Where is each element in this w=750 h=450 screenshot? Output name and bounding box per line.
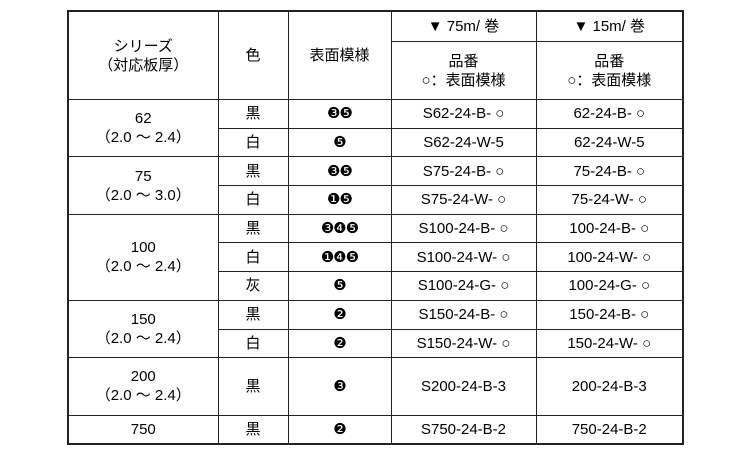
color-cell: 黒 (217, 299, 289, 330)
series-thickness: （2.0 ～ 2.4） (95, 129, 191, 147)
table-row: 白 ❺ S62-24-W-5 62-24-W-5 (68, 127, 684, 158)
table-row: 62 （2.0 ～ 2.4）黒 ❸❺ S62-24-B- ○ 62-24-B- ○ (67, 98, 684, 158)
table-row: 750 黒 ❷ S750-24-B-2 750-24-B-2 (67, 414, 684, 445)
pattern-cell: ❸❺ (287, 99, 392, 129)
header-color: 色 (217, 10, 289, 100)
series-thickness: （2.0 ～ 2.4） (95, 258, 191, 276)
series-thickness: （2.0 ～ 3.0） (95, 186, 191, 204)
pattern-cell: ❺ (287, 271, 392, 301)
header-part-no-15: 品番 ○：表面模様 (535, 41, 684, 100)
color-cell: 黒 (217, 99, 289, 129)
color-cell: 黒 (217, 414, 289, 445)
series-name: 150 (130, 311, 156, 328)
pattern-cell: ❷ (287, 328, 392, 359)
part-no-label: 品番 (448, 52, 479, 70)
series-name: 62 (134, 110, 152, 128)
part-no-75m: S200-24-B-3 (390, 357, 537, 416)
header-thickness-label: （対応板厚） (98, 56, 189, 74)
color-cell: 白 (217, 185, 289, 215)
part-no-75m: S150-24-B- ○ (390, 299, 537, 330)
part-no-15m: 75-24-W- ○ (535, 185, 684, 215)
pattern-cell: ❸ (287, 357, 392, 416)
color-cell: 白 (217, 127, 289, 158)
color-cell: 黒 (217, 156, 289, 187)
series-thickness: （2.0 ～ 2.4） (95, 330, 191, 347)
part-no-15m: 75-24-B- ○ (535, 156, 684, 187)
series-name: 75 (134, 167, 152, 185)
pattern-cell: ❶❺ (287, 185, 392, 215)
series-thickness: （2.0 ～ 2.4） (95, 387, 191, 405)
series-cell: 200 （2.0 ～ 2.4） (67, 357, 219, 416)
series-cell: 62 （2.0 ～ 2.4） (67, 98, 219, 158)
table-row: 白 ❶❹❺ S100-24-W- ○ 100-24-W- ○ (68, 242, 684, 273)
part-no-75m: S100-24-G- ○ (390, 271, 537, 301)
part-no-15m: 62-24-B- ○ (535, 99, 684, 129)
part-no-75m: S100-24-W- ○ (390, 242, 537, 273)
part-no-15m: 62-24-W-5 (535, 127, 684, 158)
product-table: シリーズ （対応板厚） 色 表面模様 ▼ 75m/ 巻 ▼ 15m/ 巻 品番 … (67, 10, 684, 446)
header-part-no-75: 品番 ○：表面模様 (390, 41, 537, 100)
color-cell: 黒 (217, 213, 289, 244)
pattern-cell: ❺ (287, 127, 392, 158)
part-no-15m: 100-24-B- ○ (535, 213, 684, 244)
part-no-note: ○：表面模様 (567, 71, 652, 89)
series-cell: 150 （2.0 ～ 2.4） (67, 299, 219, 359)
part-no-75m: S75-24-B- ○ (390, 156, 537, 187)
series-cell: 100 （2.0 ～ 2.4） (67, 213, 219, 301)
part-no-75m: S62-24-W-5 (390, 127, 537, 158)
table-row: 150 （2.0 ～ 2.4） 黒 ❷ S150-24-B- ○ 150-24-B- ○ (67, 299, 684, 359)
header-series: シリーズ （対応板厚） (67, 10, 219, 100)
color-cell: 白 (217, 242, 289, 273)
table-row: 200 （2.0 ～ 2.4）黒 ❸ S200-24-B-3 200-24-B-3 (67, 357, 684, 416)
pattern-cell: ❸❺ (287, 156, 392, 187)
series-name: 200 (130, 368, 156, 386)
part-no-15m: 100-24-G- ○ (535, 271, 684, 301)
part-no-15m: 150-24-W- ○ (535, 328, 684, 359)
table-row: 灰 ❺ S100-24-G- ○ 100-24-G- ○ (68, 271, 684, 301)
part-no-15m: 100-24-W- ○ (535, 242, 684, 273)
part-no-label: 品番 (594, 52, 625, 70)
part-no-75m: S150-24-W- ○ (390, 328, 537, 359)
header-series-label: シリーズ (113, 37, 173, 55)
part-no-75m: S62-24-B- ○ (390, 99, 537, 129)
part-no-15m: 750-24-B-2 (535, 414, 684, 445)
part-no-75m: S100-24-B- ○ (390, 213, 537, 244)
table-row: 白 ❶❺ S75-24-W- ○ 75-24-W- ○ (68, 185, 684, 215)
part-no-15m: 200-24-B-3 (535, 357, 684, 416)
table-row: 75 （2.0 ～ 3.0）黒 ❸❺ S75-24-B- ○ 75-24-B- ○ (67, 156, 684, 215)
part-no-75m: S75-24-W- ○ (390, 185, 537, 215)
part-no-15m: 150-24-B- ○ (535, 299, 684, 330)
series-cell: 75 （2.0 ～ 3.0） (67, 156, 219, 215)
color-cell: 白 (217, 328, 289, 359)
pattern-cell: ❶❹❺ (287, 242, 392, 273)
pattern-cell: ❷ (287, 414, 392, 445)
table-row: 100 （2.0 ～ 2.4）黒 ❸❹❺ S100-24-B- ○ 100-24-B- … (67, 213, 684, 301)
pattern-cell: ❷ (287, 299, 392, 330)
header-pattern: 表面模様 (287, 10, 392, 100)
color-cell: 黒 (217, 357, 289, 416)
part-no-note: ○：表面模様 (421, 71, 506, 89)
pattern-cell: ❸❹❺ (287, 213, 392, 244)
series-cell: 750 (67, 414, 219, 445)
table-row: 白 ❷ S150-24-W- ○ 150-24-W- ○ (68, 328, 684, 359)
color-cell: 灰 (217, 271, 289, 301)
series-name: 100 (130, 239, 156, 257)
series-name: 750 (130, 420, 156, 438)
header-15m: ▼ 15m/ 巻 (535, 10, 684, 42)
header-75m: ▼ 75m/ 巻 (390, 10, 537, 42)
part-no-75m: S750-24-B-2 (390, 414, 537, 445)
